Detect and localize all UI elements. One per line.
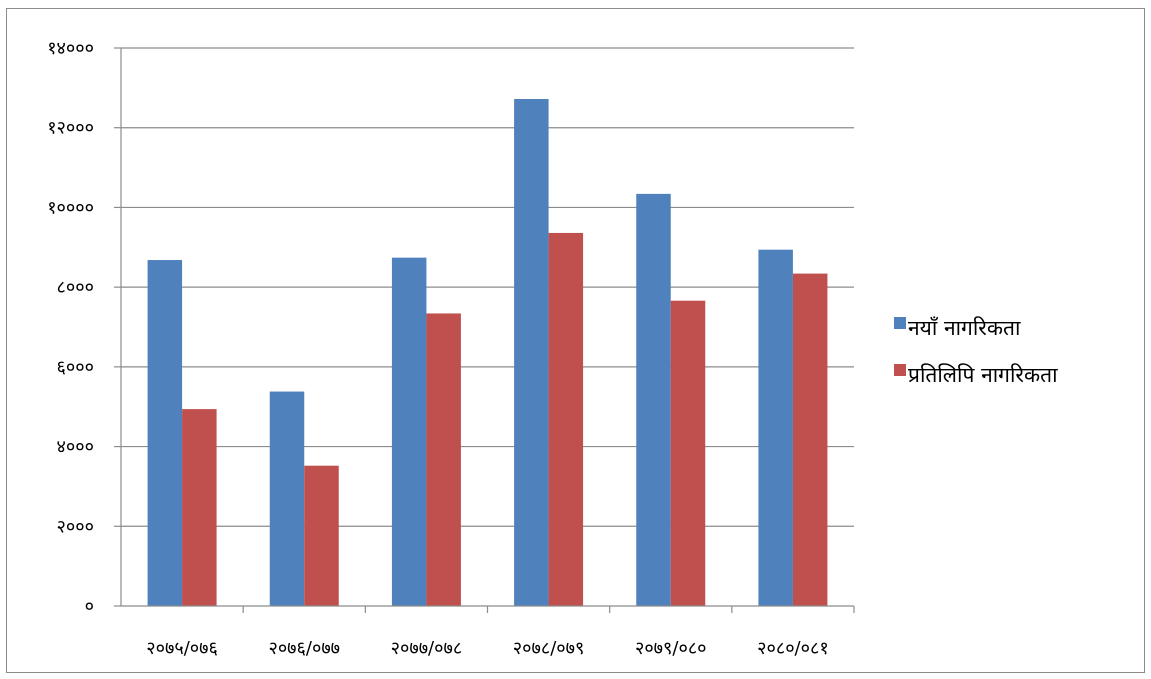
bar-2 xyxy=(792,273,828,606)
bar-1 xyxy=(636,193,671,606)
bar-2 xyxy=(426,313,461,606)
bar-2 xyxy=(548,232,584,607)
y-tick-label: १०००० xyxy=(47,197,94,218)
x-axis-ticks: २०७५/०७६ २०७६/०७७ २०७७/०७८ २०७८/०७९ २०७९/०८०… xyxy=(146,638,828,659)
y-tick-label: १२००० xyxy=(47,118,94,139)
x-tick-label: २०७५/०७६ xyxy=(146,638,218,659)
axes xyxy=(114,47,855,613)
y-axis-ticks: ० २००० ४००० ६००० ८००० १०००० १२००० १४००० xyxy=(47,38,94,617)
bar-2 xyxy=(182,409,217,606)
legend-swatch-2 xyxy=(894,364,906,376)
legend-swatch-1 xyxy=(894,317,906,329)
x-tick-label: २०८०/०८१ xyxy=(757,638,829,659)
bar-2 xyxy=(670,300,706,606)
y-tick-label: २००० xyxy=(57,516,94,537)
bar-1 xyxy=(514,99,549,606)
bar-2 xyxy=(304,465,339,606)
bar-1 xyxy=(269,391,305,606)
legend-label-1: नयाँ नागरिकता xyxy=(908,316,1021,340)
bar-1 xyxy=(758,249,793,607)
x-tick-label: २०७८/०७९ xyxy=(513,638,585,659)
x-tick-label: २०७९/०८० xyxy=(635,638,707,659)
y-tick-label: ४००० xyxy=(57,437,94,458)
bar-1 xyxy=(391,257,427,606)
gridlines xyxy=(121,47,854,527)
legend-label-2: प्रतिलिपि नागरिकता xyxy=(908,363,1058,387)
x-tick-label: २०७६/०७७ xyxy=(268,638,340,659)
legend: नयाँ नागरिकता प्रतिलिपि नागरिकता xyxy=(894,316,1058,387)
x-tick-label: २०७७/०७८ xyxy=(391,638,463,659)
y-tick-label: १४००० xyxy=(47,38,94,59)
bars xyxy=(147,99,828,607)
y-tick-label: ० xyxy=(85,596,94,617)
bar-1 xyxy=(147,260,183,606)
y-tick-label: ६००० xyxy=(57,357,94,378)
y-tick-label: ८००० xyxy=(57,277,94,298)
